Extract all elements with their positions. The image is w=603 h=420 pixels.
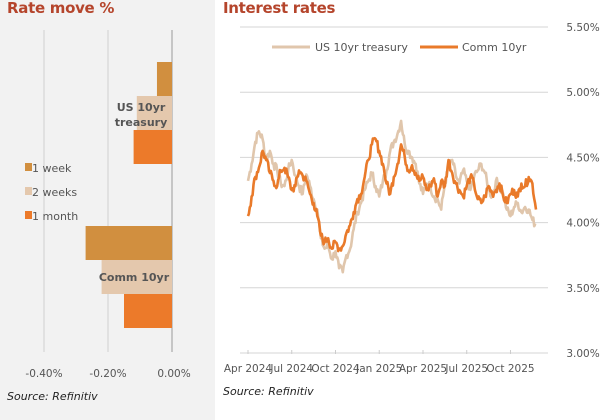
x-tick-label: -0.40% — [25, 368, 62, 380]
y-tick-label: 5.00% — [566, 87, 599, 99]
x-tick-label: Jul 2025 — [444, 363, 488, 375]
interest-rates-chart: 3.00%3.50%4.00%4.50%5.00%5.50%Apr 2024Ju… — [224, 22, 600, 375]
y-tick-label: 4.50% — [566, 152, 599, 164]
legend-label: US 10yr treasury — [315, 41, 408, 54]
legend-label: Comm 10yr — [462, 41, 527, 54]
bar-1-week-1 — [85, 226, 172, 260]
interest-rates-source: Source: Refinitiv — [223, 385, 314, 398]
legend-label: 1 month — [32, 210, 78, 223]
series-line-comm-10yr — [246, 136, 538, 253]
x-tick-label: Apr 2024 — [224, 363, 273, 375]
x-tick-label: Jul 2024 — [269, 363, 313, 375]
x-tick-label: Oct 2024 — [311, 363, 360, 375]
interest-rates-panel: Interest rates 3.00% 3.50% 4.00% 4.50% 5.00%… — [215, 0, 603, 420]
y-tick-label: 5.50% — [566, 22, 599, 34]
bar-1-month-1 — [124, 294, 172, 328]
y-tick-label: 3.00% — [566, 348, 599, 360]
rate-move-panel: Rate move % -0.40% -0.20% 0.00% US 10yr trea… — [0, 0, 215, 420]
x-tick-label: Apr 2025 — [399, 363, 447, 375]
bar-1-month-0 — [133, 130, 172, 164]
category-label: Comm 10yr — [99, 271, 170, 284]
bar-1-week-0 — [156, 62, 172, 96]
interest-rates-title: Interest rates — [223, 0, 336, 17]
rate-move-title: Rate move % — [7, 0, 115, 17]
x-tick-label: Jan 2025 — [355, 363, 402, 375]
y-tick-label: 3.50% — [566, 283, 599, 295]
rate-move-source: Source: Refinitiv — [7, 390, 98, 403]
legend-label: 1 week — [32, 162, 72, 175]
x-tick-label: 0.00% — [157, 368, 190, 380]
bar-2-weeks-1 — [101, 260, 172, 294]
legend-swatch — [25, 187, 32, 195]
x-tick-label: Oct 2025 — [486, 363, 534, 375]
category-label: treasury — [115, 116, 168, 129]
legend-swatch — [25, 211, 32, 219]
x-tick-label: -0.20% — [89, 368, 126, 380]
y-tick-label: 4.00% — [566, 218, 599, 230]
category-label: US 10yr — [117, 101, 166, 114]
rate-move-chart: -0.40% -0.20% 0.00% US 10yr treasury Comm 10y… — [25, 30, 191, 380]
legend-swatch — [25, 163, 32, 171]
bar-2-weeks-0 — [136, 96, 172, 130]
legend-label: 2 weeks — [32, 186, 77, 199]
